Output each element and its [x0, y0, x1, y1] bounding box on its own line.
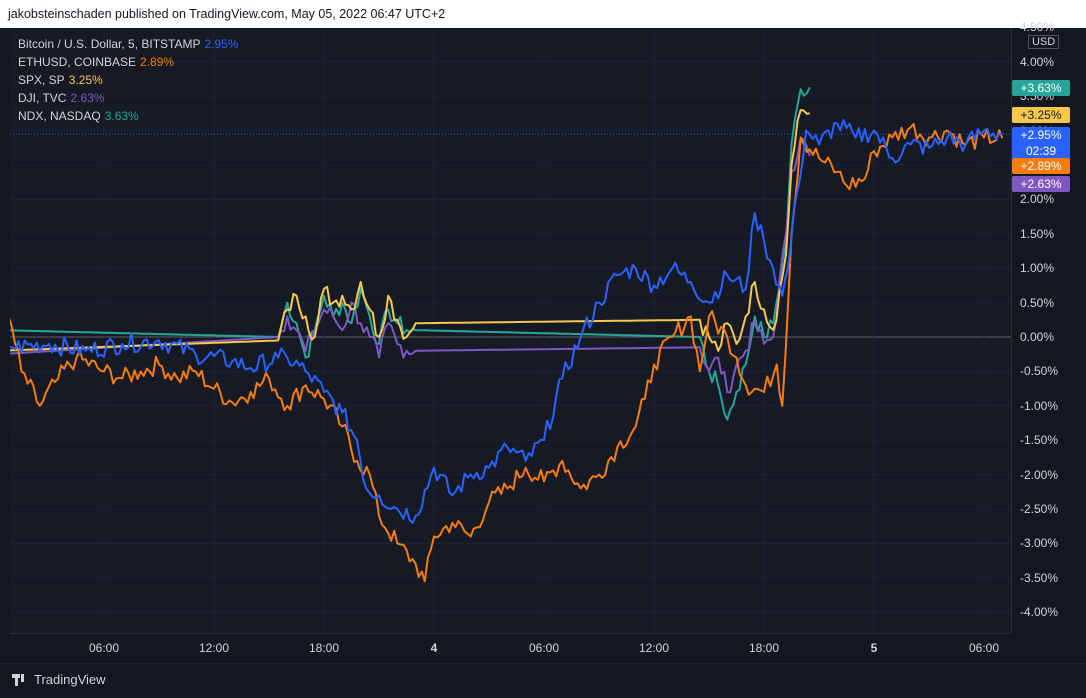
x-tick-label: 12:00 [198, 641, 230, 655]
legend-series-name: SPX, SP [18, 73, 65, 87]
legend-series-value: 2.63% [70, 91, 105, 105]
legend-item[interactable]: DJI, TVC 2.63% [18, 89, 239, 107]
legend-series-name: DJI, TVC [18, 91, 67, 105]
y-tick-label: -2.50% [1020, 502, 1059, 516]
series-line [10, 119, 1003, 524]
tag-value: +3.25% [1020, 108, 1062, 122]
tag-value: +2.95% [1020, 128, 1062, 142]
publisher-bar: jakobsteinschaden published on TradingVi… [0, 0, 1086, 28]
y-tick-label: -3.50% [1020, 570, 1059, 585]
chart-plot [10, 28, 1011, 633]
legend-item[interactable]: SPX, SP 3.25% [18, 71, 239, 89]
y-tick-label: 1.00% [1020, 261, 1055, 276]
x-tick-label: 5 [870, 641, 878, 655]
legend-series-name: Bitcoin / U.S. Dollar, 5, BITSTAMP [18, 37, 201, 51]
x-tick-label: 06:00 [88, 641, 120, 655]
y-tick-label: 1.50% [1020, 226, 1055, 241]
y-tick-label: -1.50% [1020, 433, 1059, 448]
footer-bar [0, 663, 1086, 698]
legend-series-value: 2.95% [204, 37, 239, 51]
brand-label: TradingView [34, 672, 106, 687]
tag-value: +3.63% [1020, 81, 1062, 95]
last-value-tag: +3.25% [1012, 107, 1070, 123]
y-tick-label: 0.50% [1020, 295, 1055, 310]
legend-item[interactable]: Bitcoin / U.S. Dollar, 5, BITSTAMP 2.95% [18, 35, 239, 53]
last-value-tag: +2.63% [1012, 176, 1070, 192]
tradingview-logo-icon [12, 673, 30, 686]
bar-countdown: 02:39 [1025, 144, 1057, 158]
tag-value: +2.63% [1020, 177, 1062, 191]
x-tick-label: 06:00 [528, 641, 560, 655]
series-line [10, 109, 810, 352]
legend-item[interactable]: ETHUSD, COINBASE 2.89% [18, 53, 239, 71]
y-tick-label: 4.50% [1020, 20, 1055, 35]
x-tick-label: 12:00 [638, 641, 670, 655]
legend-series-value: 3.25% [68, 73, 103, 87]
x-tick-label: 4 [430, 641, 438, 655]
last-value-tag: +2.95% 02:39 [1012, 127, 1070, 159]
x-tick-label: 06:00 [968, 641, 1000, 655]
x-tick-label: 18:00 [308, 641, 340, 655]
publisher-text: jakobsteinschaden published on TradingVi… [8, 7, 446, 21]
legend-series-name: NDX, NASDAQ [18, 109, 101, 123]
brand[interactable]: TradingView [12, 672, 106, 687]
y-tick-label: 0.00% [1020, 330, 1055, 344]
legend-series-value: 3.63% [104, 109, 139, 123]
y-tick-label: -1.00% [1020, 398, 1059, 413]
series-line [10, 122, 1004, 583]
y-tick-label: 4.00% [1020, 54, 1055, 69]
legend: Bitcoin / U.S. Dollar, 5, BITSTAMP 2.95% E… [18, 35, 239, 125]
legend-series-value: 2.89% [140, 55, 175, 69]
chart-pane[interactable] [10, 28, 1011, 633]
y-tick-label: -0.50% [1020, 364, 1059, 379]
last-value-tag: +2.89% [1012, 158, 1070, 174]
last-value-tag: +3.63% [1012, 80, 1070, 96]
currency-label[interactable]: USD [1028, 35, 1060, 49]
legend-item[interactable]: NDX, NASDAQ 3.63% [18, 107, 239, 125]
x-tick-label: 18:00 [748, 641, 780, 655]
y-tick-label: -3.00% [1020, 536, 1059, 551]
tag-value: +2.89% [1020, 159, 1062, 173]
series-line [10, 86, 811, 421]
time-axis[interactable] [10, 633, 1011, 664]
y-tick-label: 2.00% [1020, 192, 1055, 207]
y-tick-label: -4.00% [1020, 605, 1059, 620]
legend-series-name: ETHUSD, COINBASE [18, 55, 137, 69]
y-tick-label: -2.00% [1020, 467, 1059, 482]
series-line [10, 136, 811, 394]
